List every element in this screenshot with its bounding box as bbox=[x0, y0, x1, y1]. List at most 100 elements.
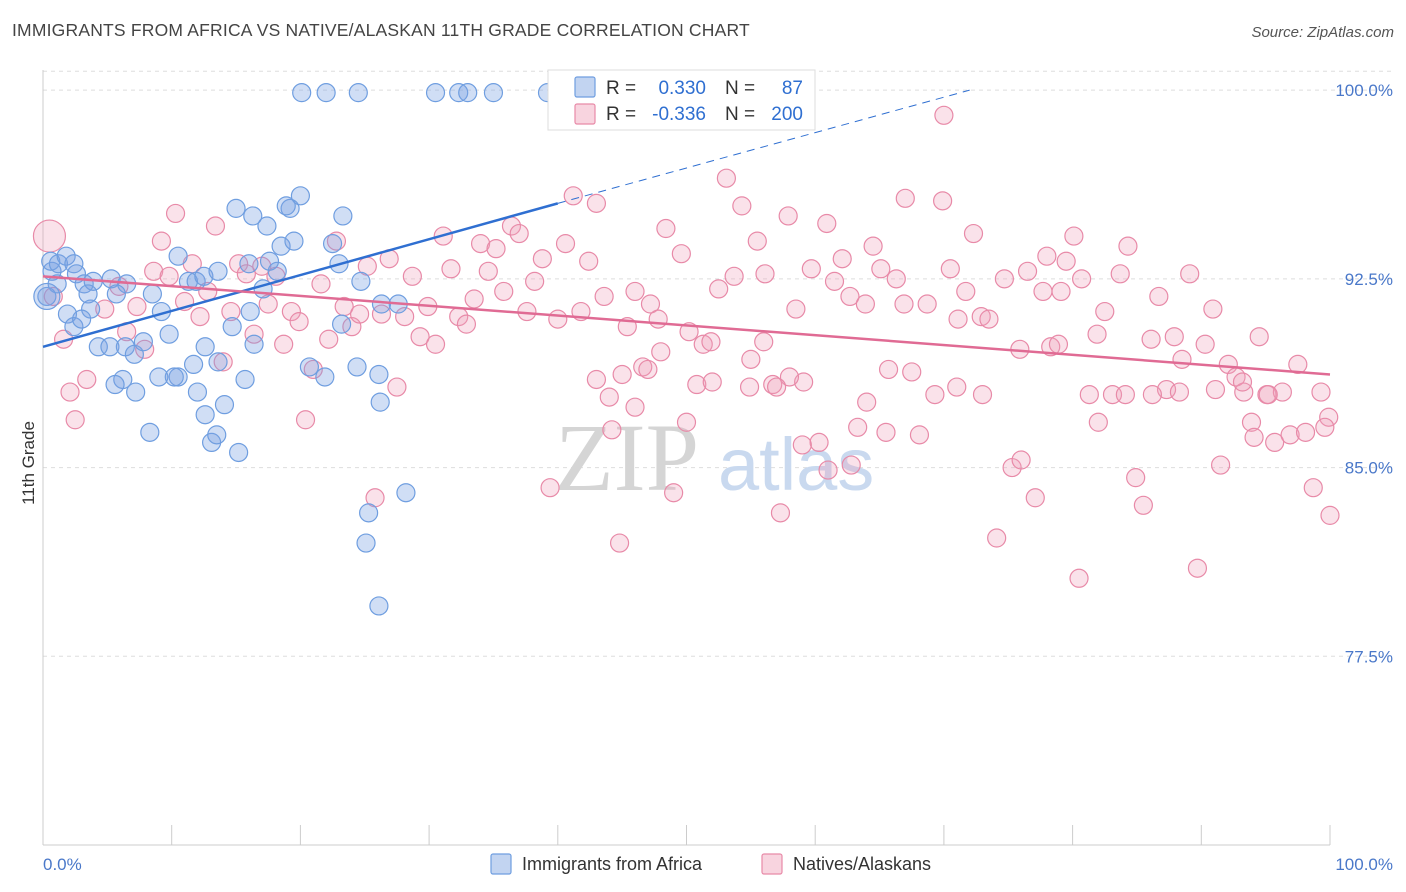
x-tick-label-min: 0.0% bbox=[43, 855, 82, 874]
point-immigrants-from-africa bbox=[276, 196, 296, 216]
point-natives-alaskans bbox=[151, 231, 172, 251]
point-natives-alaskans bbox=[43, 286, 63, 307]
y-tick-label: 100.0% bbox=[1335, 81, 1393, 100]
legend-r-value-2: -0.336 bbox=[652, 104, 706, 125]
point-immigrants-from-africa bbox=[244, 334, 264, 354]
watermark-zip: ZIP bbox=[555, 404, 699, 511]
point-natives-alaskans bbox=[778, 206, 798, 226]
legend-swatch-pink bbox=[574, 103, 596, 125]
point-natives-alaskans bbox=[213, 352, 233, 372]
point-natives-alaskans bbox=[525, 271, 545, 291]
point-natives-alaskans bbox=[1319, 407, 1339, 427]
point-immigrants-from-africa bbox=[164, 367, 184, 387]
point-natives-alaskans bbox=[410, 327, 430, 347]
point-natives-alaskans bbox=[281, 301, 301, 322]
point-natives-alaskans bbox=[933, 191, 953, 211]
point-natives-alaskans bbox=[878, 359, 899, 380]
point-natives-alaskans bbox=[555, 234, 576, 254]
legend-r-label-2: R = bbox=[606, 104, 636, 125]
legend-n-label-1: N = bbox=[725, 78, 755, 99]
point-natives-alaskans bbox=[863, 236, 883, 256]
point-natives-alaskans bbox=[1095, 301, 1115, 322]
point-natives-alaskans bbox=[894, 294, 914, 314]
point-immigrants-from-africa bbox=[214, 395, 235, 415]
point-natives-alaskans bbox=[1041, 337, 1061, 357]
point-natives-alaskans bbox=[633, 357, 653, 377]
point-immigrants-from-africa bbox=[72, 309, 92, 329]
point-natives-alaskans bbox=[1169, 382, 1190, 402]
watermark-atlas: atlas bbox=[718, 423, 874, 506]
point-natives-alaskans bbox=[1164, 327, 1184, 347]
point-natives-alaskans bbox=[687, 374, 707, 395]
point-natives-alaskans bbox=[741, 349, 761, 369]
point-natives-alaskans bbox=[739, 377, 760, 397]
point-natives-alaskans bbox=[274, 334, 294, 354]
point-immigrants-from-africa bbox=[126, 382, 146, 402]
point-natives-alaskans bbox=[755, 264, 775, 284]
point-natives-alaskans bbox=[311, 274, 331, 294]
point-natives-alaskans bbox=[1203, 299, 1223, 319]
point-natives-alaskans bbox=[532, 249, 552, 269]
point-natives-alaskans bbox=[987, 528, 1007, 548]
point-natives-alaskans bbox=[948, 309, 968, 329]
point-immigrants-from-africa bbox=[359, 503, 379, 523]
point-natives-alaskans bbox=[1149, 286, 1169, 307]
point-natives-alaskans bbox=[1051, 281, 1071, 302]
legend-frame bbox=[547, 69, 816, 131]
point-natives-alaskans bbox=[702, 372, 722, 392]
point-immigrants-from-africa bbox=[33, 282, 61, 311]
point-natives-alaskans bbox=[586, 193, 607, 213]
point-natives-alaskans bbox=[963, 223, 984, 244]
legend-swatch-blue bbox=[574, 76, 596, 98]
point-immigrants-from-africa bbox=[315, 367, 335, 387]
point-natives-alaskans bbox=[779, 367, 800, 387]
x-tick-labels: 0.0% 100.0% bbox=[43, 855, 1393, 874]
point-immigrants-from-africa bbox=[195, 337, 215, 357]
point-immigrants-from-africa bbox=[271, 236, 291, 256]
point-natives-alaskans bbox=[586, 369, 607, 390]
point-immigrants-from-africa bbox=[322, 234, 343, 254]
point-natives-alaskans bbox=[625, 281, 645, 302]
point-immigrants-from-africa bbox=[41, 251, 61, 271]
point-natives-alaskans bbox=[1295, 422, 1316, 442]
point-natives-alaskans bbox=[848, 417, 868, 437]
point-natives-alaskans bbox=[1272, 382, 1292, 402]
point-natives-alaskans bbox=[871, 259, 891, 279]
point-immigrants-from-africa bbox=[133, 332, 153, 352]
point-immigrants-from-africa bbox=[106, 284, 126, 304]
trend-lines bbox=[42, 89, 1331, 376]
point-natives-alaskans bbox=[701, 332, 721, 352]
point-natives-alaskans bbox=[640, 294, 661, 314]
point-natives-alaskans bbox=[190, 306, 210, 327]
point-immigrants-from-africa bbox=[208, 261, 228, 281]
point-immigrants-from-africa bbox=[348, 83, 368, 103]
point-natives-alaskans bbox=[60, 382, 80, 402]
point-immigrants-from-africa bbox=[168, 246, 188, 266]
point-natives-alaskans bbox=[794, 372, 814, 392]
bottom-legend: Immigrants from Africa Natives/Alaskans bbox=[490, 853, 931, 875]
point-natives-alaskans bbox=[509, 223, 529, 244]
point-natives-alaskans bbox=[1033, 281, 1053, 302]
point-natives-alaskans bbox=[456, 314, 477, 334]
point-natives-alaskans bbox=[1025, 488, 1045, 508]
y-axis-title: 11th Grade bbox=[19, 421, 38, 505]
point-natives-alaskans bbox=[1205, 379, 1226, 400]
point-natives-alaskans bbox=[886, 269, 906, 289]
point-natives-alaskans bbox=[716, 168, 736, 188]
point-immigrants-from-africa bbox=[57, 304, 78, 324]
point-immigrants-from-africa bbox=[235, 369, 255, 390]
point-natives-alaskans bbox=[817, 213, 837, 234]
point-natives-alaskans bbox=[478, 261, 498, 281]
chart-source: Source: ZipAtlas.com bbox=[1251, 24, 1394, 41]
point-immigrants-from-africa bbox=[37, 286, 57, 307]
point-natives-alaskans bbox=[1087, 324, 1107, 344]
y-tick-label: 85.0% bbox=[1345, 459, 1393, 478]
point-natives-alaskans bbox=[1079, 384, 1099, 405]
point-natives-alaskans bbox=[770, 503, 791, 523]
point-natives-alaskans bbox=[1118, 236, 1138, 256]
point-immigrants-from-africa bbox=[259, 251, 280, 271]
point-immigrants-from-africa bbox=[195, 405, 215, 425]
point-immigrants-from-africa bbox=[159, 324, 179, 344]
point-natives-alaskans bbox=[947, 377, 967, 397]
point-natives-alaskans bbox=[540, 478, 560, 498]
